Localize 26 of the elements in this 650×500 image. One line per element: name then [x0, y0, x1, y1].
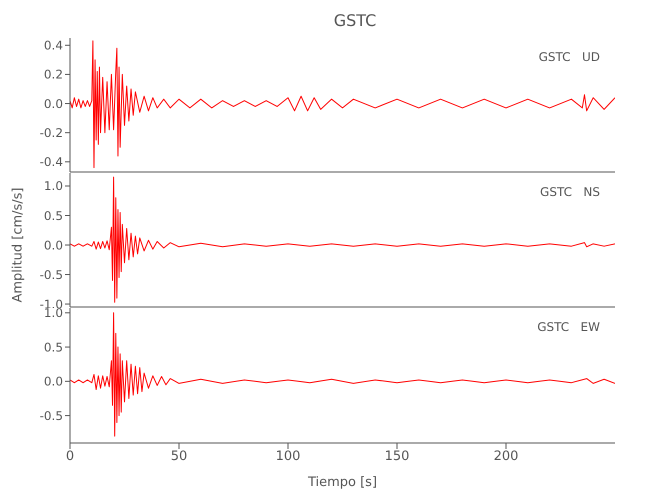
y-tick-label: 0.0: [44, 374, 63, 389]
y-tick-label: 1.0: [44, 179, 63, 194]
x-tick-label: 200: [494, 449, 518, 464]
y-tick-label: 0.5: [44, 208, 63, 223]
y-tick-label: -0.2: [40, 126, 63, 140]
x-tick-label: 150: [384, 449, 410, 464]
y-tick-label: -0.5: [40, 408, 63, 423]
line-series: [70, 176, 615, 303]
annotation: GSTC NS: [540, 185, 600, 199]
annotation: GSTC UD: [538, 50, 600, 64]
line-series: [70, 40, 615, 168]
y-axis-title: Amplitud [cm/s/s]: [10, 186, 26, 302]
annotation: GSTC EW: [537, 320, 600, 334]
y-tick-label: 0.0: [44, 238, 63, 252]
chart-title: GSTC: [332, 10, 378, 32]
y-tick-label: -0.5: [40, 268, 63, 282]
x-tick-label: 50: [170, 449, 188, 464]
y-tick-label: 0.2: [44, 68, 63, 82]
y-tick-label: 0.0: [44, 96, 63, 111]
line-series: [70, 312, 615, 437]
x-tick-label: 0: [66, 449, 74, 464]
x-tick-label: 100: [276, 449, 300, 464]
y-tick-label: -0.4: [40, 155, 63, 170]
y-tick-label: 0.5: [44, 340, 63, 354]
x-axis-title: Tiempo [s]: [306, 475, 378, 490]
y-tick-label: 0.4: [44, 38, 63, 53]
